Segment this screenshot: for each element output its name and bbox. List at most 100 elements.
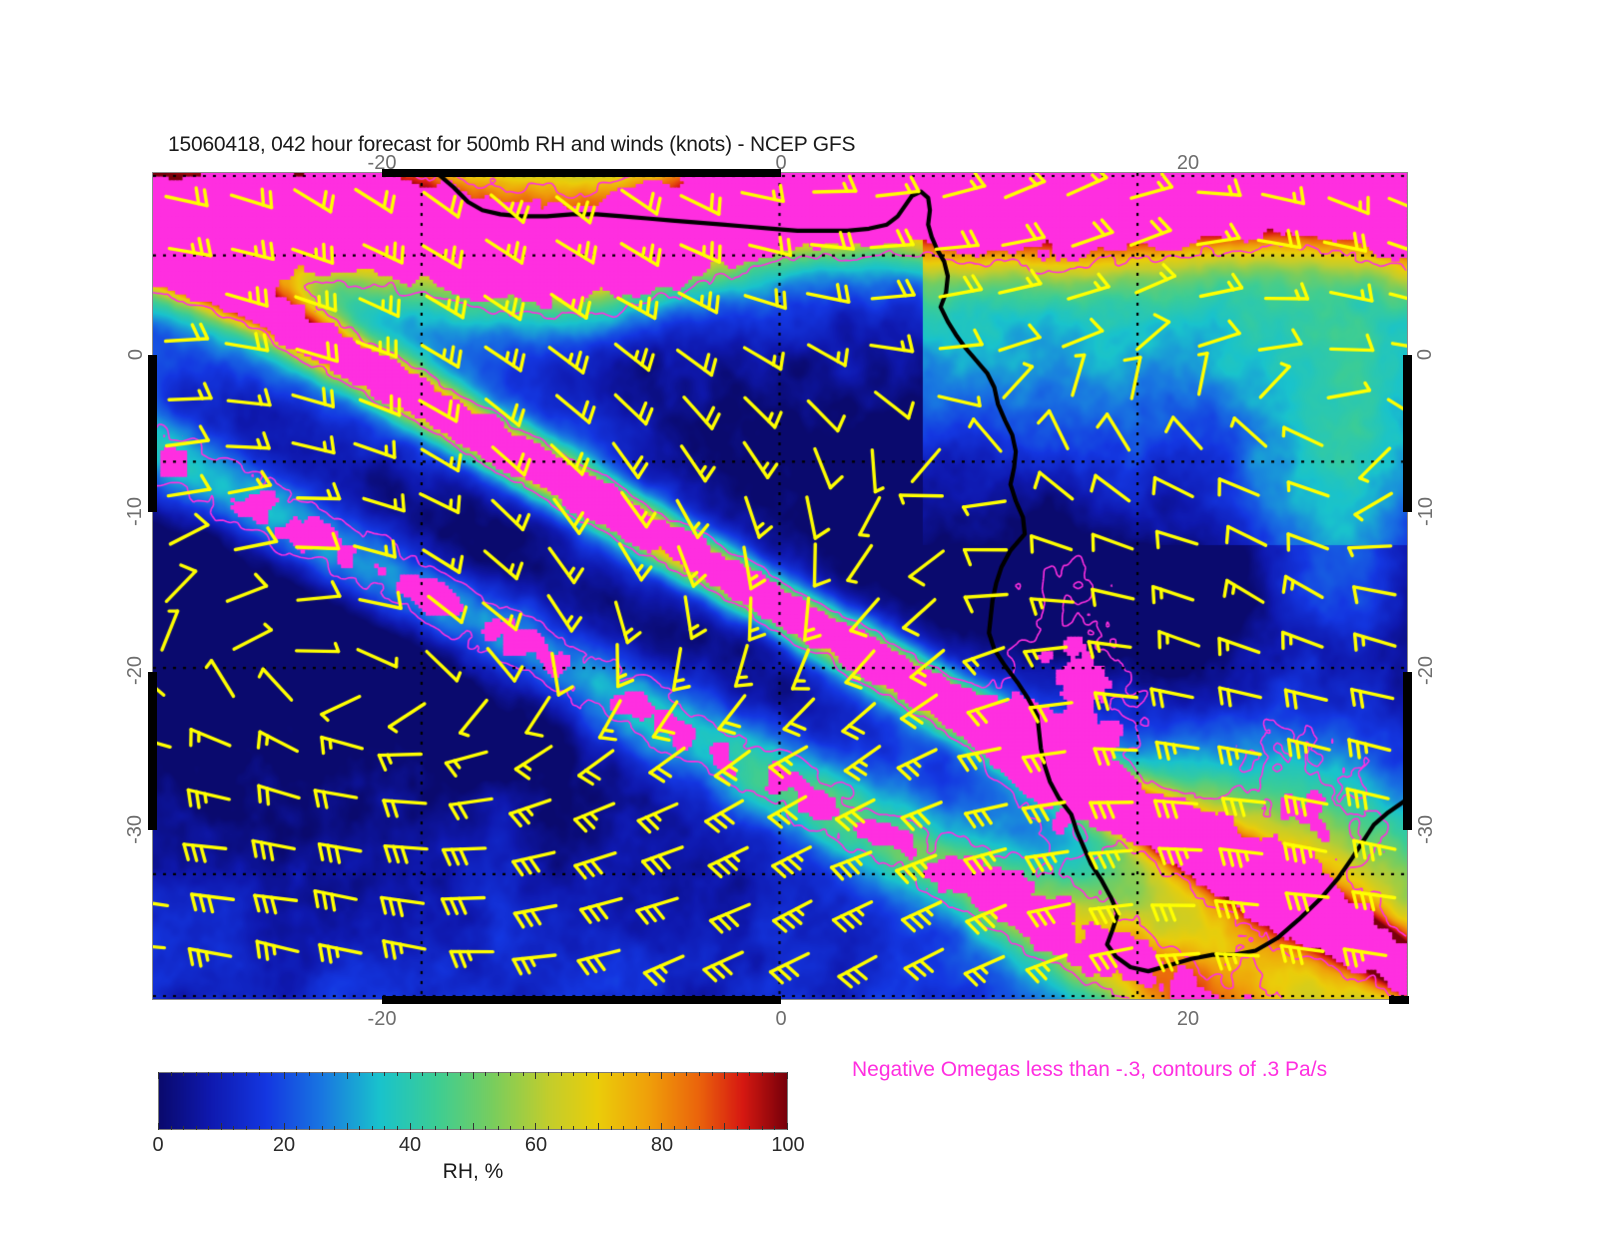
colorbar-tick [196,1126,197,1130]
colorbar-tick [359,1072,360,1076]
colorbar-tick [460,1072,461,1076]
axis-tick-bottom-2: 20 [1176,1008,1200,1030]
colorbar-tick [623,1072,624,1076]
colorbar-tick [510,1072,511,1076]
colorbar-tick [221,1123,222,1130]
colorbar-gradient [158,1072,788,1130]
colorbar-tick [712,1126,713,1130]
frame-band-left-upper [148,355,157,512]
colorbar-tick [233,1126,234,1130]
colorbar-tick [171,1072,172,1076]
colorbar-tick [498,1126,499,1130]
colorbar-tick [246,1072,247,1076]
colorbar-tick [510,1126,511,1130]
colorbar-tick [347,1072,348,1079]
page-title: 15060418, 042 hour forecast for 500mb RH… [168,133,856,156]
colorbar-tick [636,1126,637,1130]
colorbar-tick [661,1123,662,1130]
colorbar-tick [598,1123,599,1130]
colorbar-tick [762,1072,763,1076]
colorbar-tick [749,1126,750,1130]
colorbar-tick [221,1072,222,1079]
colorbar-tick [724,1072,725,1079]
colorbar-tick [296,1072,297,1076]
axis-tick-bottom-1: 0 [775,1008,787,1030]
colorbar-tick [208,1126,209,1130]
colorbar [158,1072,788,1130]
colorbar-tick [322,1072,323,1076]
colorbar-tick [737,1072,738,1076]
colorbar-tick [749,1072,750,1076]
colorbar-tick [561,1126,562,1130]
frame-band-right-upper [1403,355,1412,512]
colorbar-tick [573,1072,574,1076]
axis-tick-right-2: -20 [1414,656,1437,685]
colorbar-tick [535,1123,536,1130]
colorbar-tick [322,1126,323,1130]
colorbar-tick [686,1072,687,1076]
colorbar-tick [422,1072,423,1076]
colorbar-tick [535,1072,536,1079]
map-plot-area[interactable] [152,172,1408,1000]
colorbar-tick [410,1072,411,1079]
colorbar-tick-label-1: 20 [272,1134,296,1156]
axis-tick-left-2: -20 [123,656,146,685]
colorbar-tick [762,1126,763,1130]
colorbar-tick [246,1126,247,1130]
colorbar-tick [649,1126,650,1130]
colorbar-tick-label-4: 80 [650,1134,674,1156]
colorbar-tick [498,1072,499,1076]
colorbar-tick [485,1072,486,1076]
frame-band-left-lower [148,672,157,830]
colorbar-tick [460,1126,461,1130]
colorbar-tick [284,1072,285,1079]
axis-tick-top-1: 0 [775,152,787,174]
map-raster [153,173,1407,999]
colorbar-tick-label-0: 0 [152,1134,164,1156]
colorbar-tick [372,1072,373,1076]
colorbar-tick [611,1072,612,1076]
colorbar-tick-label-3: 60 [524,1134,548,1156]
colorbar-tick [674,1126,675,1130]
colorbar-tick [334,1072,335,1076]
colorbar-tick [737,1126,738,1130]
frame-band-bottom-right [1389,996,1409,1004]
colorbar-tick [309,1072,310,1076]
colorbar-tick [447,1126,448,1130]
colorbar-tick [296,1126,297,1130]
colorbar-tick [611,1126,612,1130]
colorbar-tick-label-5: 100 [771,1134,805,1156]
axis-tick-right-1: -10 [1414,497,1437,526]
colorbar-tick [208,1072,209,1076]
colorbar-tick [598,1072,599,1079]
axis-tick-left-3: -30 [123,815,146,844]
colorbar-tick [397,1126,398,1130]
colorbar-tick [523,1072,524,1076]
colorbar-tick [473,1123,474,1130]
colorbar-tick [447,1072,448,1076]
colorbar-tick [347,1123,348,1130]
colorbar-tick [259,1072,260,1076]
colorbar-tick [435,1126,436,1130]
colorbar-tick [686,1126,687,1130]
colorbar-tick [372,1126,373,1130]
colorbar-tick [171,1126,172,1130]
colorbar-tick [586,1126,587,1130]
axis-tick-right-3: -30 [1414,815,1437,844]
colorbar-tick [158,1123,159,1130]
colorbar-tick [573,1126,574,1130]
colorbar-tick [636,1072,637,1076]
frame-band-bottom [382,996,781,1004]
colorbar-tick [309,1126,310,1130]
axis-tick-top-0: -20 [367,152,397,174]
colorbar-title: RH, % [442,1160,504,1183]
colorbar-tick [699,1126,700,1130]
colorbar-tick [271,1126,272,1130]
colorbar-tick [384,1126,385,1130]
axis-tick-right-0: 0 [1414,348,1437,361]
colorbar-tick [787,1072,788,1079]
colorbar-tick [523,1126,524,1130]
colorbar-tick [774,1072,775,1076]
colorbar-tick [674,1072,675,1076]
